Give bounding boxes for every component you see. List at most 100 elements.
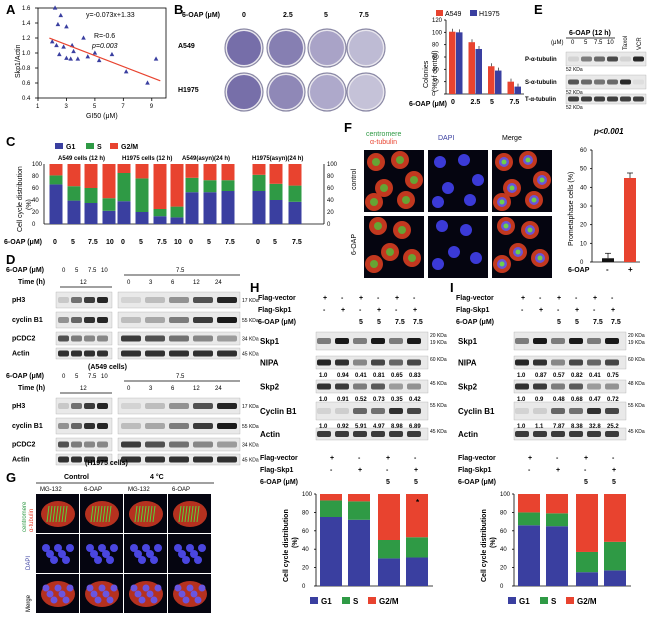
band (371, 359, 385, 366)
x-axis-label: 6-OAP (568, 267, 590, 274)
legend-a549: A549 (445, 11, 461, 18)
stacked-segment (576, 572, 598, 586)
scatter-point (71, 48, 76, 54)
condition-value: - (557, 307, 560, 314)
legend-swatch (368, 597, 376, 604)
panel-label-h: H (250, 280, 259, 295)
chromosome (110, 544, 118, 552)
stacked-segment (153, 164, 167, 209)
x-tick-label: - (606, 265, 609, 274)
scatter-point (145, 80, 150, 85)
band (569, 359, 583, 366)
cell-centromere (408, 254, 416, 262)
band (533, 338, 547, 344)
centromere-mark (196, 505, 200, 523)
condition-label: Flag-Skp1 (258, 307, 292, 314)
bar (468, 42, 475, 94)
band (71, 350, 82, 357)
dish-colonies (349, 75, 383, 109)
condition-value: 7.5 (395, 319, 405, 326)
stacked-segment (185, 177, 199, 193)
time-point: 6 (171, 280, 175, 286)
blot-row-label: NIPA (260, 359, 279, 368)
kda-label: 55 KDa (628, 403, 645, 409)
chromosome (50, 556, 58, 564)
panel-c: C G1 S G2/M A549 cells (12 h) H1975 cell… (4, 134, 338, 246)
band (145, 441, 165, 448)
quant-value: 1.1 (535, 424, 544, 430)
time-point: 3 (149, 386, 153, 392)
y-tick-label-right: 80 (327, 174, 334, 180)
band (84, 423, 95, 429)
y-tick-label: 20 (32, 210, 39, 216)
quant-value: 0.87 (535, 373, 547, 379)
stacked-segment (84, 188, 98, 203)
condition-value: + (395, 295, 399, 302)
panel-label-e: E (534, 2, 543, 17)
stacked-segment (348, 501, 370, 520)
band (71, 441, 82, 448)
dish-colonies (349, 31, 383, 65)
stacked-segment (252, 174, 266, 191)
condition-value: + (323, 295, 327, 302)
cell-centromere (370, 260, 378, 268)
cell-dapi (460, 224, 472, 236)
blot-strip (565, 93, 647, 105)
y-tick-label: 60 (302, 529, 309, 535)
kda-label: 34 KDa (242, 443, 259, 449)
band (71, 297, 82, 303)
band (97, 456, 108, 463)
condition-label: 6-OAP (μM) (258, 319, 296, 326)
band (533, 408, 547, 414)
bar (449, 31, 456, 94)
blot-strip-right (117, 397, 241, 415)
cell-dapi (464, 194, 476, 206)
legend-swatch (540, 597, 548, 604)
spindle-tubulin (173, 501, 207, 527)
band (169, 441, 189, 448)
condition-value: - (341, 295, 344, 302)
i-western-blots: Flag-vector + - + - + - Flag-Skp1 - + - + - +6-OAP (μ… (456, 295, 645, 486)
group-label-3: A549(asyn)(24 h) (182, 156, 230, 162)
dose-label: 10 (101, 268, 108, 274)
stacked-segment (221, 180, 235, 191)
y-tick-label: 40 (432, 67, 439, 73)
condition-label: 6-OAP (μM) (456, 319, 494, 326)
band (193, 350, 213, 357)
band (620, 56, 631, 62)
band (353, 383, 367, 390)
time-dose-label: 7.5 (176, 374, 185, 380)
g-col-2: 6-OAP (84, 487, 102, 493)
stacked-segment (221, 164, 235, 181)
dose-label: 5 (75, 374, 79, 380)
blot-strip (565, 51, 647, 67)
stacked-segment (546, 526, 568, 586)
band (193, 403, 213, 409)
y-tick-label: 80 (432, 43, 439, 49)
y-tick-label: 50 (580, 167, 587, 173)
y-axis-label: Cell cycle distribution (283, 509, 290, 582)
condition-value: + (556, 467, 560, 474)
merge-chromosome (186, 584, 194, 592)
quant-value: 1.0 (319, 373, 328, 379)
band (389, 338, 403, 344)
blot-row-label: Actin (12, 351, 30, 358)
chromosome (62, 556, 70, 564)
band (193, 441, 213, 448)
blot-row-label: pCDC2 (12, 336, 35, 343)
blot-row-label: Skp1 (260, 337, 280, 346)
band (97, 335, 108, 342)
condition-label: Flag-vector (456, 295, 494, 302)
time-point: 0 (127, 386, 131, 392)
dish-colonies (269, 31, 303, 65)
scatter-points (49, 5, 159, 85)
y-axis-label: Prometaphase cells (%) (568, 172, 575, 246)
y-axis-label: Cell cycle distribution (481, 509, 488, 582)
band (317, 338, 331, 344)
stacked-segment (117, 164, 131, 173)
stacked-segment (348, 494, 370, 502)
condition-value: 5 (414, 479, 418, 486)
y-tick-label: 100 (302, 492, 313, 498)
panel-a: A y=-0.073x+1.33 R=-0.6 p=0.003 Skp1/Act… (6, 2, 167, 120)
stacked-segment (185, 192, 199, 224)
